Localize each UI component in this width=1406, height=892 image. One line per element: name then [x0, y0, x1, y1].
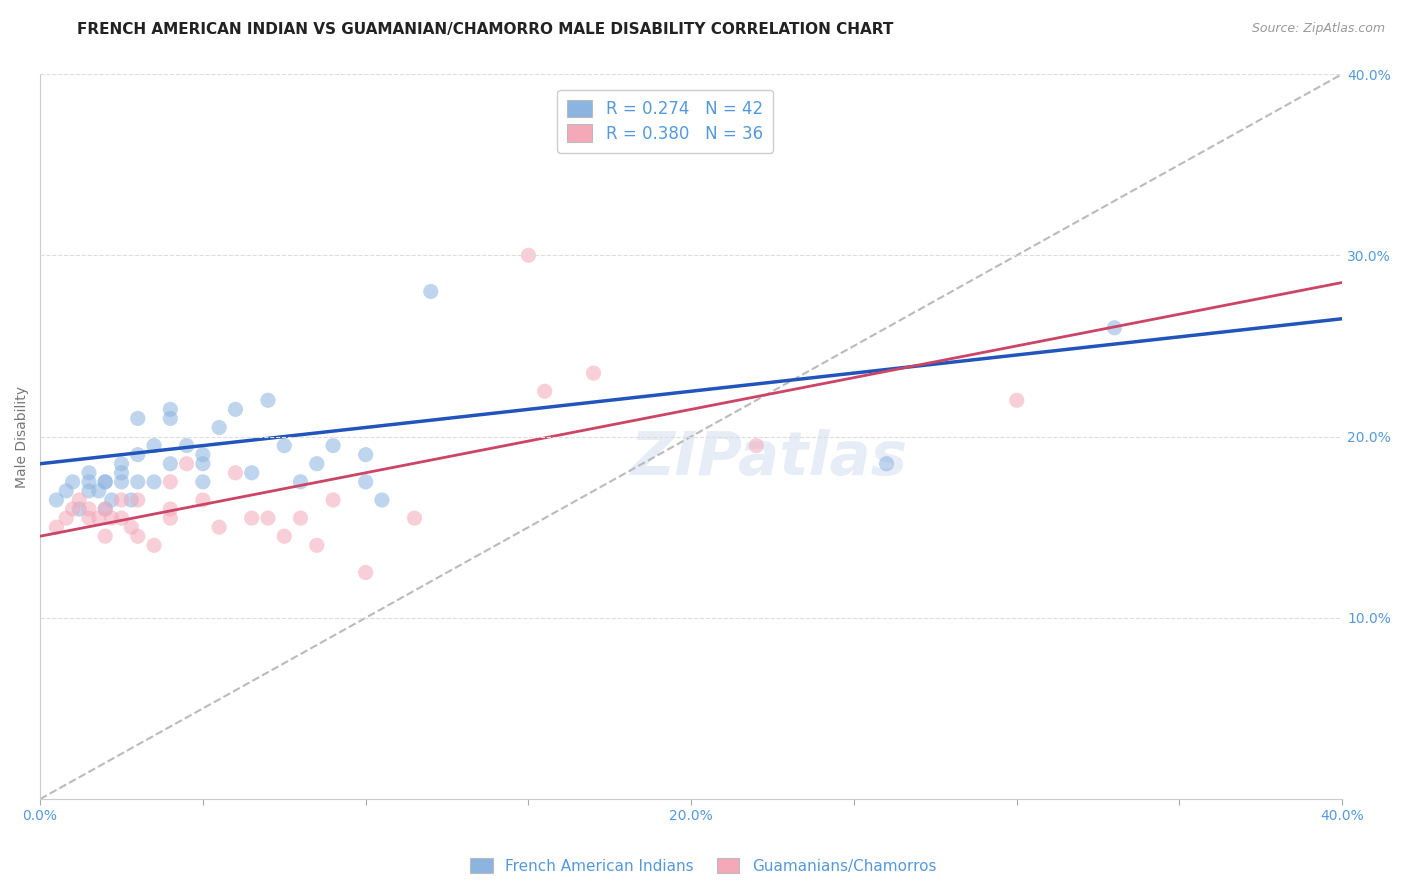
- Point: [273, 529, 295, 543]
- Point: [354, 566, 377, 580]
- Point: [110, 466, 132, 480]
- Point: [419, 285, 441, 299]
- Point: [77, 502, 100, 516]
- Point: [55, 511, 77, 525]
- Point: [127, 493, 149, 508]
- Point: [110, 493, 132, 508]
- Legend: R = 0.274   N = 42, R = 0.380   N = 36: R = 0.274 N = 42, R = 0.380 N = 36: [557, 89, 773, 153]
- Point: [87, 511, 110, 525]
- Point: [62, 502, 84, 516]
- Point: [94, 475, 117, 489]
- Legend: French American Indians, Guamanians/Chamorros: French American Indians, Guamanians/Cham…: [464, 852, 942, 880]
- Point: [67, 502, 90, 516]
- Point: [404, 511, 426, 525]
- Point: [77, 511, 100, 525]
- Point: [94, 502, 117, 516]
- Point: [533, 384, 555, 399]
- Point: [191, 493, 214, 508]
- Point: [240, 511, 263, 525]
- Text: FRENCH AMERICAN INDIAN VS GUAMANIAN/CHAMORRO MALE DISABILITY CORRELATION CHART: FRENCH AMERICAN INDIAN VS GUAMANIAN/CHAM…: [77, 22, 894, 37]
- Text: Source: ZipAtlas.com: Source: ZipAtlas.com: [1251, 22, 1385, 36]
- Text: ZIPatlas: ZIPatlas: [631, 429, 908, 488]
- Point: [159, 402, 181, 417]
- Point: [143, 475, 166, 489]
- Point: [208, 520, 231, 534]
- Point: [745, 439, 768, 453]
- Point: [94, 529, 117, 543]
- Point: [322, 439, 344, 453]
- Point: [290, 475, 312, 489]
- Point: [100, 493, 122, 508]
- Point: [224, 466, 246, 480]
- Point: [191, 457, 214, 471]
- Point: [127, 411, 149, 425]
- Point: [67, 493, 90, 508]
- Point: [354, 475, 377, 489]
- Point: [305, 538, 328, 552]
- Point: [208, 420, 231, 434]
- Point: [876, 457, 898, 471]
- Point: [143, 439, 166, 453]
- Point: [176, 439, 198, 453]
- Point: [191, 475, 214, 489]
- Point: [62, 475, 84, 489]
- Point: [159, 502, 181, 516]
- Point: [305, 457, 328, 471]
- Point: [322, 493, 344, 508]
- Point: [354, 448, 377, 462]
- Point: [143, 538, 166, 552]
- Point: [120, 520, 142, 534]
- Point: [176, 457, 198, 471]
- Point: [517, 248, 540, 262]
- Point: [159, 511, 181, 525]
- Y-axis label: Male Disability: Male Disability: [15, 385, 30, 488]
- Point: [127, 448, 149, 462]
- Point: [45, 520, 67, 534]
- Point: [1005, 393, 1028, 408]
- Point: [257, 393, 280, 408]
- Point: [1104, 320, 1126, 334]
- Point: [240, 466, 263, 480]
- Point: [159, 457, 181, 471]
- Point: [159, 411, 181, 425]
- Point: [45, 493, 67, 508]
- Point: [120, 493, 142, 508]
- Point: [110, 457, 132, 471]
- Point: [110, 475, 132, 489]
- Point: [273, 439, 295, 453]
- Point: [94, 502, 117, 516]
- Point: [257, 511, 280, 525]
- Point: [582, 366, 605, 380]
- Point: [224, 402, 246, 417]
- Point: [110, 511, 132, 525]
- Point: [77, 483, 100, 498]
- Point: [159, 475, 181, 489]
- Point: [371, 493, 394, 508]
- Point: [290, 511, 312, 525]
- Point: [55, 483, 77, 498]
- Point: [77, 466, 100, 480]
- Point: [100, 511, 122, 525]
- Point: [191, 448, 214, 462]
- Point: [87, 483, 110, 498]
- Point: [127, 475, 149, 489]
- Point: [94, 475, 117, 489]
- Point: [77, 475, 100, 489]
- Point: [127, 529, 149, 543]
